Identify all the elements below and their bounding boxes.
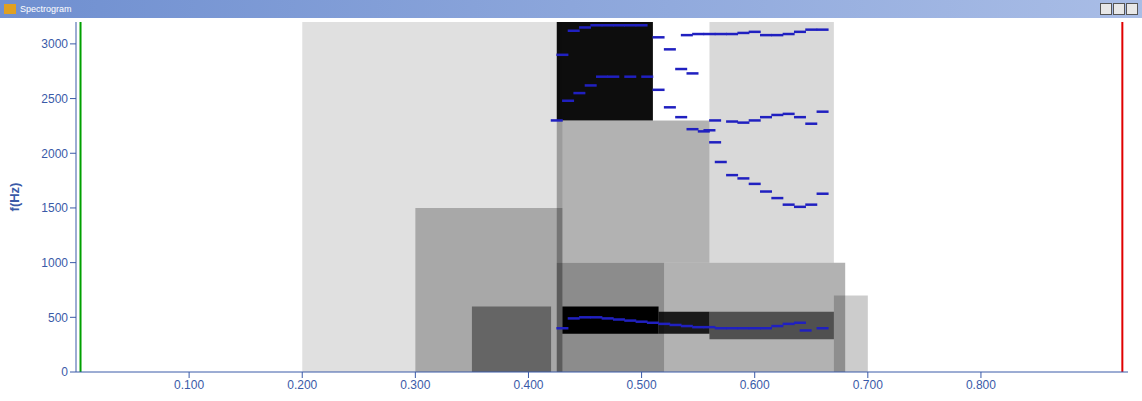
svg-text:0.600: 0.600 [740, 378, 770, 392]
svg-text:0.300: 0.300 [400, 378, 430, 392]
svg-text:1000: 1000 [41, 256, 68, 270]
svg-text:2500: 2500 [41, 92, 68, 106]
svg-text:500: 500 [48, 311, 68, 325]
svg-text:0.100: 0.100 [174, 378, 204, 392]
svg-text:0.400: 0.400 [513, 378, 543, 392]
svg-text:0.800: 0.800 [966, 378, 996, 392]
svg-text:0.700: 0.700 [853, 378, 883, 392]
svg-text:1500: 1500 [41, 201, 68, 215]
svg-text:0.500: 0.500 [627, 378, 657, 392]
svg-text:2000: 2000 [41, 147, 68, 161]
svg-text:3000: 3000 [41, 37, 68, 51]
svg-text:f(Hz): f(Hz) [7, 183, 22, 212]
svg-text:0.200: 0.200 [287, 378, 317, 392]
html-text:Spectrogram: Spectrogram [20, 4, 72, 14]
svg-text:0: 0 [61, 365, 68, 379]
